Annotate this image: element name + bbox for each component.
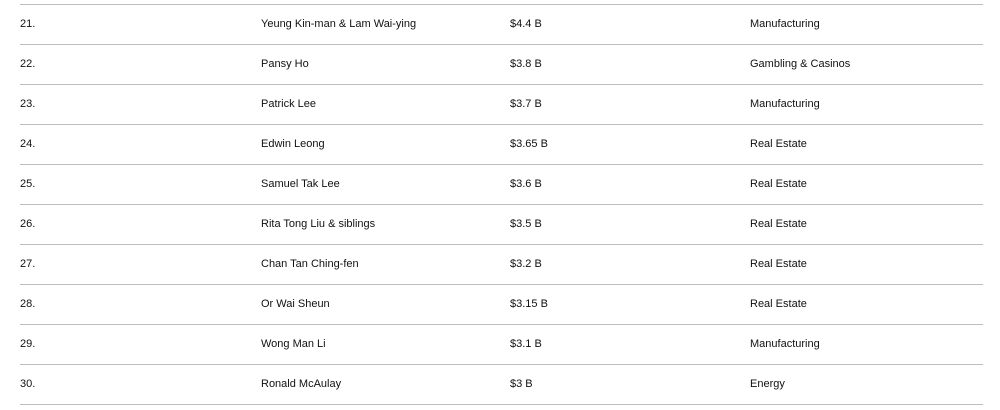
rank-cell: 28. [20,298,36,310]
net-worth-cell: $3.1 B [510,338,542,350]
name-cell: Or Wai Sheun [261,298,330,310]
table-row: 28. Or Wai Sheun $3.15 B Real Estate [20,285,983,325]
name-cell: Wong Man Li [261,338,326,350]
table-row: 30. Ronald McAulay $3 B Energy [20,365,983,405]
net-worth-cell: $3.65 B [510,138,548,150]
table-row: 22. Pansy Ho $3.8 B Gambling & Casinos [20,45,983,85]
industry-cell: Gambling & Casinos [750,58,851,70]
net-worth-cell: $3.6 B [510,178,542,190]
net-worth-cell: $3.7 B [510,98,542,110]
name-cell: Pansy Ho [261,58,309,70]
name-cell: Patrick Lee [261,98,317,110]
net-worth-cell: $3.2 B [510,258,542,270]
rank-cell: 23. [20,98,36,110]
table-row: 27. Chan Tan Ching-fen $3.2 B Real Estate [20,245,983,285]
rank-cell: 24. [20,138,36,150]
net-worth-cell: $4.4 B [510,18,542,30]
net-worth-cell: $3 B [510,378,533,390]
name-cell: Rita Tong Liu & siblings [261,218,376,230]
industry-cell: Manufacturing [750,338,820,350]
net-worth-cell: $3.15 B [510,298,548,310]
rank-cell: 27. [20,258,36,270]
table-row: 21. Yeung Kin-man & Lam Wai-ying $4.4 B Man… [20,5,983,45]
name-cell: Chan Tan Ching-fen [261,258,359,270]
name-cell: Samuel Tak Lee [261,178,340,190]
table-row: 26. Rita Tong Liu & siblings $3.5 B Real Es… [20,205,983,245]
industry-cell: Real Estate [750,298,807,310]
rank-cell: 29. [20,338,36,350]
net-worth-cell: $3.5 B [510,218,542,230]
table-row: 23. Patrick Lee $3.7 B Manufacturing [20,85,983,125]
table-row: 29. Wong Man Li $3.1 B Manufacturing [20,325,983,365]
name-cell: Ronald McAulay [261,378,342,390]
rank-cell: 21. [20,18,36,30]
industry-cell: Manufacturing [750,98,820,110]
industry-cell: Real Estate [750,138,807,150]
table-row: 24. Edwin Leong $3.65 B Real Estate [20,125,983,165]
rank-cell: 30. [20,378,36,390]
industry-cell: Real Estate [750,258,807,270]
industry-cell: Manufacturing [750,18,820,30]
name-cell: Yeung Kin-man & Lam Wai-ying [261,18,417,30]
industry-cell: Real Estate [750,178,807,190]
net-worth-cell: $3.8 B [510,58,542,70]
table-row: 25. Samuel Tak Lee $3.6 B Real Estate [20,165,983,205]
rank-cell: 26. [20,218,36,230]
industry-cell: Energy [750,378,785,390]
rank-cell: 25. [20,178,36,190]
name-cell: Edwin Leong [261,138,325,150]
rank-cell: 22. [20,58,36,70]
rich-list-table: 21. Yeung Kin-man & Lam Wai-ying $4.4 B Man… [20,4,983,405]
industry-cell: Real Estate [750,218,807,230]
